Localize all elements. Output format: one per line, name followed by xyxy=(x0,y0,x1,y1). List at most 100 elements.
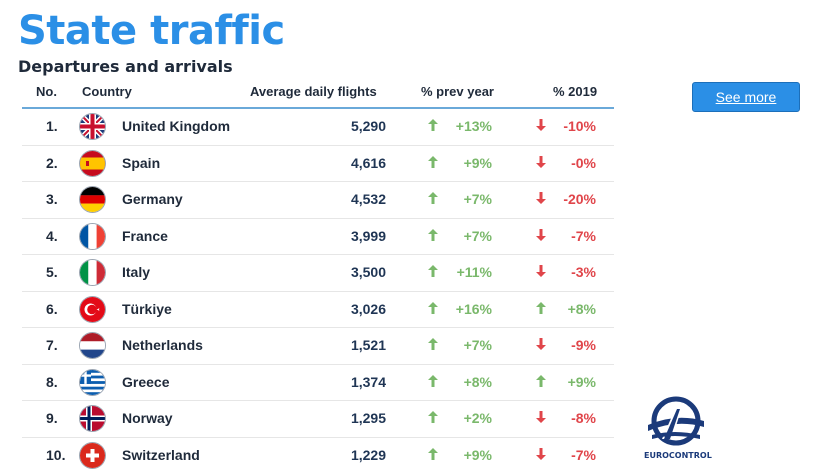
row-country: Spain xyxy=(122,155,160,171)
table-row: 8. Greece 1,374 +8% +9% xyxy=(22,365,614,402)
row-country: Germany xyxy=(122,191,183,207)
row-country: Netherlands xyxy=(122,337,203,353)
row-flights: 3,026 xyxy=(351,301,386,317)
germany-flag-icon xyxy=(80,187,105,212)
arrow-down-icon xyxy=(536,264,546,276)
uk-flag-icon xyxy=(80,114,105,139)
row-2019: -20% xyxy=(563,191,596,207)
row-country: United Kingdom xyxy=(122,118,230,134)
arrow-down-icon xyxy=(536,155,546,167)
row-2019: -7% xyxy=(571,228,596,244)
row-number: 4. xyxy=(46,228,58,244)
row-2019: -10% xyxy=(563,118,596,134)
row-2019: +8% xyxy=(568,301,596,317)
eurocontrol-logo-icon xyxy=(644,395,708,453)
table-row: 7. Netherlands 1,521 +7% -9% xyxy=(22,328,614,365)
row-2019: -3% xyxy=(571,264,596,280)
see-more-button[interactable]: See more xyxy=(692,82,800,112)
row-country: Norway xyxy=(122,410,173,426)
row-prev-year: +2% xyxy=(464,410,492,426)
norway-flag-icon xyxy=(80,406,105,431)
arrow-up-icon xyxy=(536,301,546,313)
arrow-up-icon xyxy=(428,447,438,459)
row-number: 1. xyxy=(46,118,58,134)
table-row: 3. Germany 4,532 +7% -20% xyxy=(22,182,614,219)
row-country: Türkiye xyxy=(122,301,172,317)
row-prev-year: +7% xyxy=(464,228,492,244)
netherlands-flag-icon xyxy=(80,333,105,358)
row-prev-year: +16% xyxy=(456,301,492,317)
table-row: 10. Switzerland 1,229 +9% -7% xyxy=(22,438,614,473)
row-number: 10. xyxy=(46,447,65,463)
row-flights: 4,616 xyxy=(351,155,386,171)
col-header-flights: Average daily flights xyxy=(250,84,377,99)
row-flights: 3,999 xyxy=(351,228,386,244)
row-number: 6. xyxy=(46,301,58,317)
switzerland-flag-icon xyxy=(80,443,105,468)
row-number: 3. xyxy=(46,191,58,207)
arrow-up-icon xyxy=(428,191,438,203)
table-header: No. Country Average daily flights % prev… xyxy=(22,77,614,109)
row-number: 2. xyxy=(46,155,58,171)
row-prev-year: +11% xyxy=(457,264,492,280)
table-row: 2. Spain 4,616 +9% -0% xyxy=(22,146,614,183)
row-prev-year: +8% xyxy=(464,374,492,390)
row-2019: -0% xyxy=(571,155,596,171)
row-prev-year: +7% xyxy=(464,191,492,207)
col-header-country: Country xyxy=(82,84,132,99)
arrow-down-icon xyxy=(536,118,546,130)
page-title: State traffic xyxy=(18,6,285,56)
table-row: 5. Italy 3,500 +11% -3% xyxy=(22,255,614,292)
row-country: Italy xyxy=(122,264,150,280)
row-country: Switzerland xyxy=(122,447,200,463)
row-2019: +9% xyxy=(568,374,596,390)
arrow-up-icon xyxy=(428,337,438,349)
arrow-up-icon xyxy=(428,118,438,130)
italy-flag-icon xyxy=(80,260,105,285)
greece-flag-icon xyxy=(80,370,105,395)
row-2019: -7% xyxy=(571,447,596,463)
row-flights: 5,290 xyxy=(351,118,386,134)
turkiye-flag-icon xyxy=(80,297,105,322)
row-flights: 1,374 xyxy=(351,374,386,390)
row-number: 8. xyxy=(46,374,58,390)
table-row: 6. Türkiye 3,026 +16% +8% xyxy=(22,292,614,329)
row-flights: 1,229 xyxy=(351,447,386,463)
row-flights: 1,521 xyxy=(351,337,386,353)
row-flights: 4,532 xyxy=(351,191,386,207)
row-2019: -9% xyxy=(571,337,596,353)
arrow-down-icon xyxy=(536,337,546,349)
arrow-down-icon xyxy=(536,191,546,203)
arrow-up-icon xyxy=(428,374,438,386)
arrow-up-icon xyxy=(428,264,438,276)
table-row: 1. United Kingdom 5,290 +13% -10% xyxy=(22,109,614,146)
col-header-prev-year: % prev year xyxy=(421,84,494,99)
arrow-up-icon xyxy=(428,228,438,240)
row-prev-year: +13% xyxy=(456,118,492,134)
arrow-up-icon xyxy=(428,410,438,422)
state-traffic-table: No. Country Average daily flights % prev… xyxy=(22,77,614,473)
row-flights: 3,500 xyxy=(351,264,386,280)
spain-flag-icon xyxy=(80,151,105,176)
logo-text: EUROCONTROL xyxy=(644,451,708,460)
row-2019: -8% xyxy=(571,410,596,426)
row-number: 9. xyxy=(46,410,58,426)
arrow-down-icon xyxy=(536,447,546,459)
row-prev-year: +7% xyxy=(464,337,492,353)
arrow-down-icon xyxy=(536,410,546,422)
col-header-2019: % 2019 xyxy=(553,84,597,99)
arrow-up-icon xyxy=(428,301,438,313)
france-flag-icon xyxy=(80,224,105,249)
page-subtitle: Departures and arrivals xyxy=(18,57,233,76)
row-number: 7. xyxy=(46,337,58,353)
table-body: 1. United Kingdom 5,290 +13% -10% 2. Spain 4,61… xyxy=(22,109,614,473)
row-prev-year: +9% xyxy=(464,155,492,171)
row-country: Greece xyxy=(122,374,169,390)
eurocontrol-logo: EUROCONTROL xyxy=(644,395,708,463)
arrow-down-icon xyxy=(536,228,546,240)
row-number: 5. xyxy=(46,264,58,280)
row-prev-year: +9% xyxy=(464,447,492,463)
arrow-up-icon xyxy=(428,155,438,167)
